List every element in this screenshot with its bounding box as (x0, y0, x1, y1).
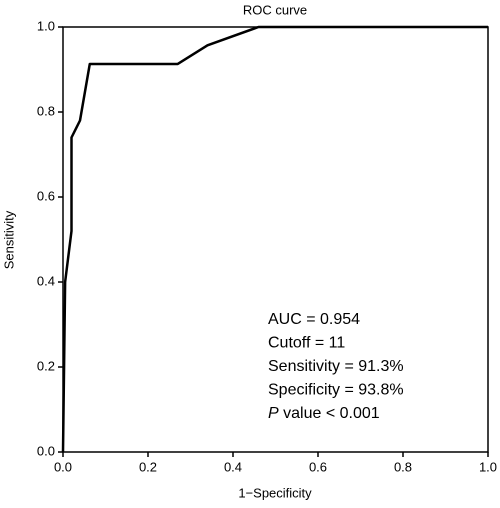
roc-line (61, 25, 488, 453)
y-tick-label: 0.2 (37, 358, 55, 373)
annotation-part: AUC = 0.954 (268, 311, 360, 328)
annotation-part: value < 0.001 (279, 405, 380, 422)
y-tick-label: 0.8 (37, 103, 55, 118)
y-tick-label: 0.6 (37, 188, 55, 203)
x-tick-label: 0.8 (394, 459, 412, 474)
y-tick-label: 0.0 (37, 443, 55, 458)
annotation: Specificity = 93.8% (268, 382, 404, 399)
annotation: Cutoff = 11 (268, 335, 345, 352)
annotation: Sensitivity = 91.3% (268, 358, 404, 375)
x-axis-label: 1−Specificity (238, 485, 312, 500)
x-tick-label: 0.2 (139, 459, 157, 474)
y-tick-label: 1.0 (37, 18, 55, 33)
annotation-part: P (268, 405, 279, 422)
annotation-part: Cutoff = 11 (268, 335, 345, 352)
annotation-part: Specificity = 93.8% (268, 382, 404, 399)
annotation-part: Sensitivity = 91.3% (268, 358, 404, 375)
annotation: AUC = 0.954 (268, 311, 360, 328)
x-tick-label: 0.0 (54, 459, 72, 474)
annotation: P value < 0.001 (268, 405, 380, 422)
y-axis-label: Sensitivity (1, 210, 16, 269)
y-tick-label: 0.4 (37, 273, 55, 288)
chart-title: ROC curve (243, 2, 307, 17)
x-tick-label: 0.4 (224, 459, 242, 474)
x-tick-label: 0.6 (309, 459, 327, 474)
x-tick-label: 1.0 (479, 459, 497, 474)
